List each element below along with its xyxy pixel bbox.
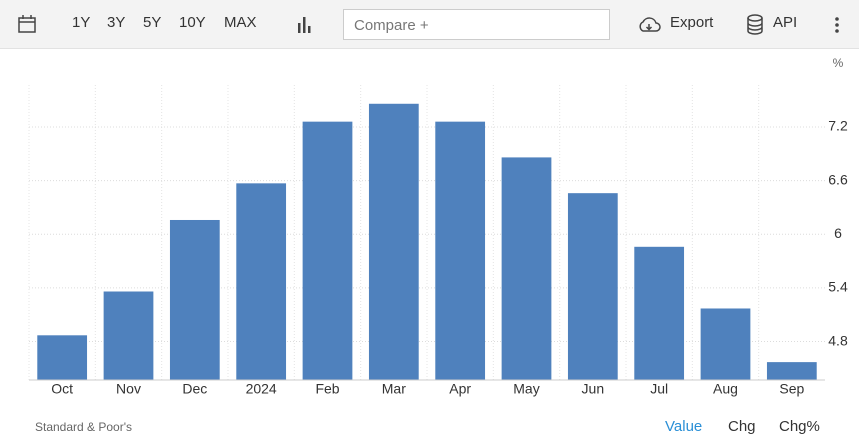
api-icon[interactable] bbox=[746, 14, 764, 36]
mode-button[interactable]: Value bbox=[665, 418, 703, 435]
chart-type-icon[interactable] bbox=[297, 17, 313, 33]
chart: % 4.8 5.4 6 6.6 7.2 Oct Nov Dec 2024 Feb Mar Apr May… bbox=[28, 56, 848, 397]
bar bbox=[169, 219, 220, 380]
x-tick-label: Jun bbox=[582, 381, 605, 397]
api-button[interactable]: API bbox=[773, 14, 798, 31]
y-tick-label: 6.6 bbox=[828, 171, 848, 187]
range-button[interactable]: 1Y bbox=[72, 14, 91, 31]
source: Standard & Poor's bbox=[35, 420, 133, 434]
y-tick-label: 5.4 bbox=[828, 279, 848, 295]
range-button[interactable]: 10Y bbox=[179, 14, 206, 31]
bar bbox=[766, 362, 817, 380]
bar bbox=[700, 308, 751, 380]
bar bbox=[567, 193, 618, 380]
x-tick-label: Nov bbox=[116, 381, 141, 397]
x-tick-label: Sep bbox=[779, 381, 804, 397]
bar bbox=[634, 246, 685, 380]
mode-button[interactable]: Chg bbox=[728, 418, 756, 435]
bar bbox=[236, 183, 287, 380]
compare-input[interactable]: Compare + bbox=[343, 9, 610, 40]
bar bbox=[501, 157, 552, 380]
x-tick-label: Mar bbox=[382, 381, 406, 397]
y-tick-label: 4.8 bbox=[828, 332, 848, 348]
range-button[interactable]: 3Y bbox=[107, 14, 126, 31]
bar bbox=[37, 335, 88, 380]
x-tick-label: Oct bbox=[51, 381, 73, 397]
y-tick-label: 6 bbox=[834, 225, 842, 241]
bar bbox=[368, 103, 419, 380]
export-icon[interactable] bbox=[637, 16, 661, 34]
bar bbox=[435, 121, 486, 380]
export-button[interactable]: Export bbox=[670, 14, 714, 31]
mode-button[interactable]: Chg% bbox=[779, 418, 820, 435]
x-tick-label: Feb bbox=[315, 381, 339, 397]
range-button[interactable]: 5Y bbox=[143, 14, 162, 31]
x-tick-label: Apr bbox=[449, 381, 471, 397]
y-unit: % bbox=[833, 56, 844, 70]
x-tick-label: Jul bbox=[650, 381, 668, 397]
bar bbox=[302, 121, 353, 380]
y-tick-label: 7.2 bbox=[828, 118, 848, 134]
bar bbox=[103, 291, 154, 380]
x-tick-label: May bbox=[513, 381, 539, 397]
x-tick-label: 2024 bbox=[246, 381, 277, 397]
x-tick-label: Aug bbox=[713, 381, 738, 397]
range-button[interactable]: MAX bbox=[224, 14, 257, 31]
toolbar: 1Y 3Y 5Y 10Y MAX Compare + Export API bbox=[0, 0, 859, 49]
menu-icon[interactable] bbox=[834, 16, 840, 34]
calendar-icon[interactable] bbox=[18, 15, 36, 33]
x-tick-label: Dec bbox=[182, 381, 207, 397]
